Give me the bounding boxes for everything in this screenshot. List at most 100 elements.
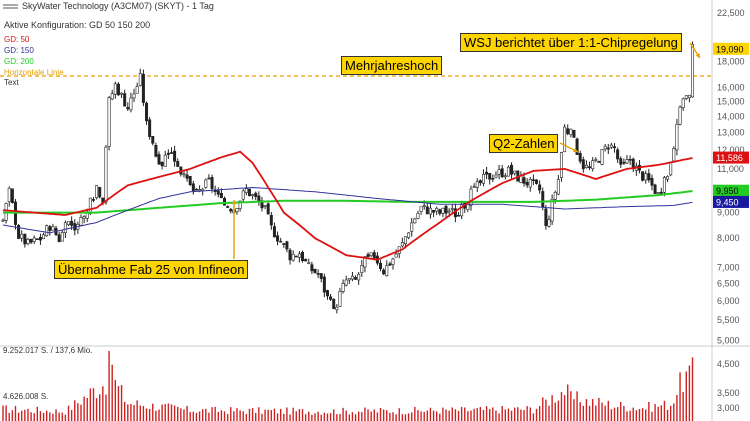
- volume-bar: [660, 405, 663, 421]
- candle-up: [466, 204, 470, 210]
- volume-bar: [454, 409, 457, 421]
- volume-bar: [195, 412, 198, 421]
- price-tick-label: 5,500: [717, 315, 740, 325]
- volume-bar: [52, 413, 54, 421]
- candle-down: [457, 214, 461, 217]
- candle-up: [591, 160, 595, 170]
- volume-bar: [473, 408, 475, 421]
- price-badge: [713, 151, 749, 164]
- candle-down: [332, 299, 336, 309]
- volume-bar: [485, 406, 488, 421]
- volume-bar: [582, 405, 585, 421]
- volume-bar: [152, 403, 154, 421]
- candle-down: [254, 192, 258, 198]
- candle-up: [416, 213, 420, 219]
- candle-up: [450, 208, 454, 210]
- volume-bar: [61, 412, 63, 421]
- volume-bar: [535, 408, 538, 421]
- volume-bar: [301, 409, 304, 421]
- candle-down: [57, 234, 61, 242]
- candle-down: [325, 290, 329, 297]
- candle-down: [272, 226, 276, 238]
- candle-up: [675, 123, 679, 151]
- volume-bar: [230, 407, 232, 421]
- volume-bar: [198, 411, 201, 421]
- candle-down: [572, 129, 576, 138]
- candle-up: [410, 222, 414, 232]
- candle-up: [238, 200, 242, 209]
- candle-down: [588, 166, 592, 169]
- candle-up: [63, 222, 67, 234]
- candle-down: [659, 191, 663, 194]
- volume-bar: [386, 410, 388, 421]
- volume-bar: [270, 410, 273, 421]
- candle-down: [525, 181, 529, 186]
- volume-bar: [64, 414, 67, 421]
- candle-down: [647, 173, 651, 181]
- candle-up: [363, 256, 367, 268]
- candle-up: [79, 217, 83, 226]
- candle-up: [400, 242, 404, 247]
- volume-bar: [329, 413, 332, 421]
- volume-bar: [654, 404, 656, 421]
- volume-bar: [467, 411, 469, 421]
- candle-up: [494, 174, 498, 178]
- candle-down: [116, 83, 120, 96]
- candle-down: [173, 150, 177, 162]
- volume-bar: [442, 407, 444, 421]
- candle-down: [70, 220, 74, 226]
- candle-down: [619, 158, 623, 165]
- candle-up: [120, 92, 124, 95]
- volume-bar: [208, 412, 210, 421]
- candle-down: [160, 161, 164, 167]
- volume-bar: [70, 409, 73, 421]
- candle-down: [650, 177, 654, 186]
- volume-bar: [142, 406, 145, 421]
- volume-bar: [498, 413, 500, 421]
- price-tick-label: 13,000: [717, 127, 745, 137]
- candle-up: [559, 152, 563, 178]
- candle-down: [575, 138, 579, 155]
- candle-up: [447, 210, 451, 213]
- candle-up: [135, 86, 139, 94]
- candle-down: [169, 152, 173, 154]
- price-tick-label: 9,000: [717, 208, 740, 218]
- candle-down: [188, 176, 192, 186]
- candle-up: [104, 146, 108, 203]
- volume-bar: [5, 405, 7, 421]
- candle-down: [145, 102, 149, 122]
- volume-bar: [401, 414, 404, 421]
- candle-down: [276, 235, 280, 242]
- volume-bar: [392, 412, 394, 421]
- candle-up: [341, 283, 345, 292]
- volume-bar: [21, 410, 23, 421]
- volume-bar: [117, 386, 120, 421]
- volume-bar: [395, 414, 397, 421]
- candle-up: [107, 97, 111, 147]
- volume-bar: [239, 410, 241, 421]
- price-tick-label: 15,000: [717, 96, 745, 106]
- volume-bar: [348, 414, 351, 421]
- volume-bar: [323, 412, 326, 421]
- volume-bar: [102, 386, 104, 421]
- volume-bar: [211, 407, 213, 421]
- volume-bar: [217, 411, 219, 421]
- volume-bar: [133, 405, 135, 421]
- volume-bar: [226, 414, 229, 421]
- candle-down: [266, 203, 270, 215]
- candle-up: [481, 173, 485, 184]
- volume-bar: [573, 399, 575, 421]
- candle-up: [528, 178, 532, 188]
- candle-down: [606, 147, 610, 150]
- volume-bar: [14, 405, 17, 421]
- candle-up: [684, 95, 688, 99]
- volume-bar: [45, 410, 48, 421]
- volume-bar: [476, 408, 478, 421]
- price-tick-label: 5,000: [717, 336, 740, 346]
- volume-bar: [95, 398, 98, 421]
- volume-bar: [448, 410, 450, 421]
- volume-bar: [567, 384, 569, 421]
- candle-down: [354, 277, 358, 280]
- volume-bar: [507, 408, 510, 421]
